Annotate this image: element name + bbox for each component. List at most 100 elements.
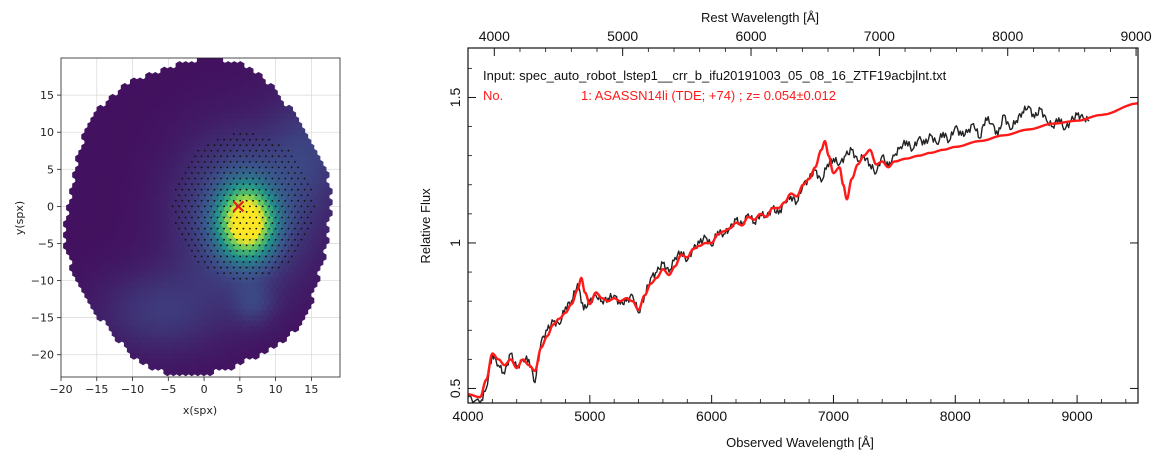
aperture-dot — [216, 194, 219, 197]
aperture-dot — [268, 261, 271, 263]
aperture-dot — [226, 255, 229, 258]
aperture-dot — [200, 199, 203, 202]
spectrum-x-tick-label-1: 5000 — [574, 408, 605, 424]
aperture-dot — [194, 155, 197, 158]
aperture-dot — [203, 160, 206, 163]
heatmap-y-label: y(spx) — [13, 201, 26, 235]
aperture-dot — [239, 211, 242, 213]
aperture-dot — [239, 133, 242, 135]
aperture-dot — [223, 216, 226, 219]
aperture-dot — [287, 160, 290, 163]
heatmap-x-tick-label-0: −20 — [49, 383, 72, 396]
aperture-dot — [284, 166, 287, 169]
aperture-dot — [239, 166, 242, 169]
aperture-dot — [313, 205, 316, 208]
aperture-dot — [181, 199, 184, 202]
aperture-dot — [236, 227, 238, 230]
aperture-dot — [236, 149, 238, 152]
aperture-dot — [265, 155, 267, 158]
aperture-dot — [232, 266, 235, 269]
aperture-dot — [306, 194, 309, 197]
aperture-dot — [245, 266, 248, 269]
aperture-dot — [258, 166, 261, 169]
aperture-dot — [181, 222, 184, 224]
aperture-dot — [294, 205, 296, 208]
aperture-dot — [294, 172, 296, 174]
aperture-dot — [277, 255, 280, 258]
aperture-dot — [207, 255, 209, 258]
aperture-dot — [261, 261, 264, 263]
spectrum-x-tick-label-2: 6000 — [696, 408, 727, 424]
aperture-dot — [255, 272, 258, 275]
aperture-dot — [191, 227, 193, 230]
aperture-dot — [287, 249, 290, 252]
aperture-dot — [216, 183, 219, 186]
aperture-dot — [223, 138, 226, 141]
aperture-dot — [265, 199, 267, 202]
aperture-dot — [277, 188, 280, 191]
aperture-dot — [197, 160, 200, 163]
spaxel — [120, 83, 129, 93]
aperture-dot — [219, 199, 222, 202]
aperture-dot — [213, 255, 216, 258]
spectrum-x-tick-label-3: 7000 — [818, 408, 849, 424]
aperture-dot — [229, 194, 232, 197]
aperture-dot — [210, 205, 213, 208]
marker-stroke-b — [232, 200, 245, 213]
aperture-dot — [261, 238, 264, 241]
aperture-dot — [287, 238, 290, 241]
aperture-dot — [242, 227, 245, 230]
spectrum-top-tick-label-4: 8000 — [992, 28, 1023, 44]
aperture-dot — [219, 244, 222, 247]
aperture-dot — [213, 266, 216, 269]
aperture-dot — [223, 172, 226, 174]
aperture-dot — [200, 233, 203, 236]
aperture-dot — [197, 205, 200, 208]
aperture-dot — [229, 149, 232, 152]
aperture-dot — [200, 177, 203, 180]
aperture-dot — [207, 233, 209, 236]
aperture-dot — [210, 249, 213, 252]
aperture-dot — [239, 266, 242, 269]
aperture-dot — [248, 172, 251, 174]
aperture-dot — [181, 233, 184, 236]
aperture-dot — [265, 255, 267, 258]
aperture-dot — [245, 155, 248, 158]
aperture-dot — [229, 183, 232, 186]
aperture-dot — [248, 227, 251, 230]
spectrum-panel: 4000 5000 6000 7000 8000 9000 4000 5000 6000 700… — [418, 10, 1152, 450]
aperture-dot — [248, 261, 251, 263]
aperture-dot — [281, 249, 283, 252]
spaxel — [245, 66, 254, 76]
aperture-dot — [271, 177, 274, 180]
aperture-dot — [226, 211, 229, 213]
spaxel — [145, 72, 154, 82]
aperture-dot — [239, 277, 242, 280]
aperture-dot — [229, 249, 232, 252]
spectrum-x-tick-label-5: 9000 — [1062, 408, 1093, 424]
aperture-dot — [271, 155, 274, 158]
aperture-dot — [268, 205, 271, 208]
aperture-dot — [236, 172, 238, 174]
aperture-dot — [252, 266, 254, 269]
aperture-dot — [197, 249, 200, 252]
aperture-dot — [261, 216, 264, 219]
aperture-dot — [274, 249, 277, 252]
aperture-dot — [284, 188, 287, 191]
heatmap-y-tick-label-6: −15 — [31, 312, 54, 325]
aperture-dot — [232, 233, 235, 236]
aperture-dot — [232, 177, 235, 180]
aperture-dot — [297, 166, 300, 169]
aperture-dot — [255, 172, 258, 174]
aperture-dot — [294, 183, 296, 186]
heatmap-x-label: x(spx) — [183, 404, 217, 417]
aperture-dot — [281, 216, 283, 219]
aperture-dot — [184, 216, 187, 219]
aperture-dot — [255, 149, 258, 152]
aperture-dot — [236, 138, 238, 141]
aperture-dot — [200, 211, 203, 213]
aperture-dot — [265, 211, 267, 213]
aperture-dot — [274, 205, 277, 208]
aperture-dot — [245, 166, 248, 169]
aperture-dot — [197, 227, 200, 230]
